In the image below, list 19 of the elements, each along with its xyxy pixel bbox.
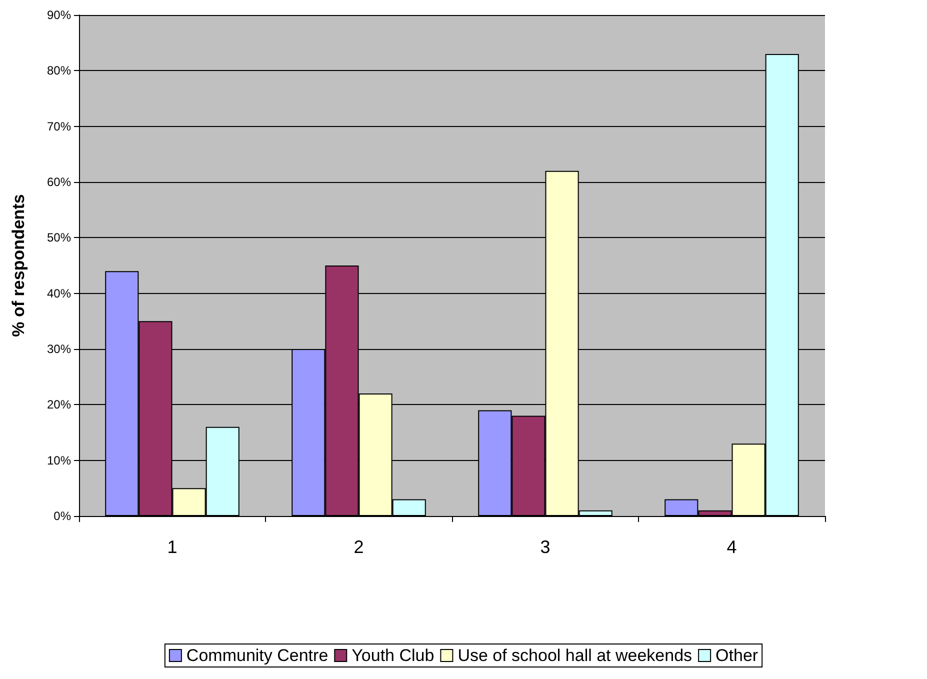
y-tick-label: 50% (46, 230, 72, 245)
y-tick-label: 10% (46, 453, 72, 468)
legend-label: Youth Club (352, 646, 434, 665)
y-tick-label: 60% (46, 175, 72, 189)
y-tick-label: 80% (46, 64, 72, 78)
y-tick-label: 40% (46, 286, 72, 300)
y-tick-label: 70% (46, 119, 72, 134)
x-tick-label: 1 (167, 537, 178, 557)
legend-label: Community Centre (186, 646, 328, 665)
y-tick-label: 20% (46, 398, 72, 412)
y-tick-label: 30% (46, 342, 72, 356)
x-tick-label: 2 (354, 537, 364, 557)
legend-label: Use of school hall at weekends (458, 646, 692, 665)
legend-label: Other (716, 646, 758, 665)
x-tick-label: 3 (540, 537, 550, 557)
y-tick-label: 0% (54, 509, 72, 523)
y-axis-title: % of respondents (9, 194, 28, 337)
x-tick-label: 4 (726, 537, 737, 557)
y-tick-label: 90% (46, 8, 72, 22)
